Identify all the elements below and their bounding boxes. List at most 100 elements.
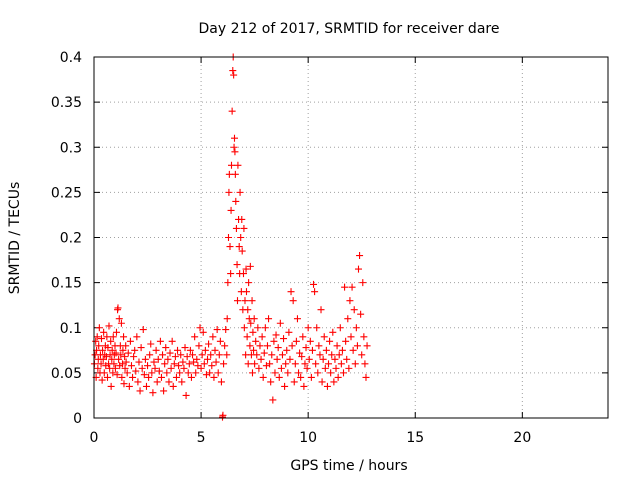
data-point bbox=[252, 337, 260, 345]
data-point bbox=[93, 333, 101, 341]
data-point bbox=[257, 355, 265, 363]
data-point bbox=[115, 355, 123, 363]
data-point bbox=[198, 351, 206, 359]
data-point bbox=[272, 331, 280, 339]
data-point bbox=[195, 342, 203, 350]
data-point bbox=[123, 369, 131, 377]
data-point bbox=[177, 351, 185, 359]
data-point bbox=[310, 280, 318, 288]
data-point bbox=[164, 355, 172, 363]
data-point bbox=[228, 107, 236, 115]
data-point bbox=[146, 351, 154, 359]
data-point bbox=[187, 373, 195, 381]
data-point bbox=[169, 382, 177, 390]
data-point bbox=[238, 247, 246, 255]
data-point bbox=[307, 373, 315, 381]
data-point bbox=[127, 362, 135, 370]
data-point bbox=[363, 342, 371, 350]
data-point bbox=[107, 337, 115, 345]
data-point bbox=[209, 333, 217, 341]
data-point bbox=[171, 353, 179, 361]
data-point bbox=[229, 67, 237, 75]
data-point bbox=[273, 355, 281, 363]
data-point bbox=[293, 315, 301, 323]
data-point bbox=[311, 288, 319, 296]
data-point bbox=[250, 315, 258, 323]
data-point bbox=[338, 346, 346, 354]
data-point bbox=[159, 351, 167, 359]
data-point bbox=[325, 360, 333, 368]
data-point bbox=[95, 324, 103, 332]
data-point bbox=[322, 346, 330, 354]
y-tick-label: 0.2 bbox=[60, 231, 82, 247]
data-point bbox=[251, 360, 259, 368]
data-point bbox=[354, 265, 362, 273]
data-point bbox=[323, 382, 331, 390]
data-point bbox=[100, 328, 108, 336]
data-point bbox=[282, 360, 290, 368]
data-point bbox=[100, 369, 108, 377]
data-point bbox=[118, 360, 126, 368]
data-point bbox=[120, 380, 128, 388]
data-point bbox=[156, 337, 164, 345]
data-point bbox=[168, 337, 176, 345]
data-point bbox=[296, 349, 304, 357]
data-point bbox=[227, 161, 235, 169]
data-point bbox=[292, 337, 300, 345]
data-point bbox=[225, 188, 233, 196]
data-point bbox=[180, 364, 188, 372]
data-point bbox=[240, 224, 248, 232]
data-point bbox=[226, 243, 234, 251]
data-point bbox=[242, 265, 250, 273]
data-point bbox=[361, 360, 369, 368]
data-point bbox=[271, 369, 279, 377]
data-point bbox=[235, 243, 243, 251]
data-point bbox=[289, 297, 297, 305]
data-point bbox=[102, 353, 110, 361]
data-point bbox=[172, 373, 180, 381]
data-point bbox=[135, 358, 143, 366]
data-point bbox=[247, 319, 255, 327]
x-tick-label: 10 bbox=[299, 430, 317, 446]
data-point bbox=[256, 342, 264, 350]
data-point bbox=[301, 360, 309, 368]
data-point bbox=[214, 369, 222, 377]
data-point bbox=[120, 333, 128, 341]
data-point bbox=[129, 373, 137, 381]
data-point bbox=[140, 371, 148, 379]
data-point bbox=[319, 355, 327, 363]
data-point bbox=[149, 389, 157, 397]
data-point bbox=[119, 346, 127, 354]
data-point bbox=[189, 351, 197, 359]
data-point bbox=[232, 197, 240, 205]
data-point bbox=[267, 378, 275, 386]
data-point bbox=[163, 369, 171, 377]
data-point bbox=[160, 387, 168, 395]
data-point bbox=[297, 373, 305, 381]
data-point bbox=[266, 360, 274, 368]
data-point bbox=[330, 378, 338, 386]
data-point bbox=[217, 378, 225, 386]
data-point bbox=[248, 369, 256, 377]
data-point bbox=[125, 382, 133, 390]
y-tick-label: 0.4 bbox=[60, 50, 82, 66]
grid bbox=[94, 57, 608, 418]
data-point bbox=[221, 342, 229, 350]
data-point bbox=[278, 351, 286, 359]
data-point bbox=[274, 344, 282, 352]
data-point bbox=[320, 333, 328, 341]
plot-frame bbox=[93, 56, 609, 419]
data-point bbox=[114, 304, 122, 312]
data-point bbox=[201, 346, 209, 354]
data-point bbox=[138, 364, 146, 372]
data-point bbox=[233, 297, 241, 305]
data-point bbox=[328, 351, 336, 359]
data-point bbox=[238, 215, 246, 223]
data-point bbox=[115, 315, 123, 323]
data-point bbox=[233, 261, 241, 269]
data-point bbox=[92, 337, 100, 345]
data-point bbox=[242, 288, 250, 296]
data-point bbox=[196, 324, 204, 332]
data-point bbox=[300, 382, 308, 390]
